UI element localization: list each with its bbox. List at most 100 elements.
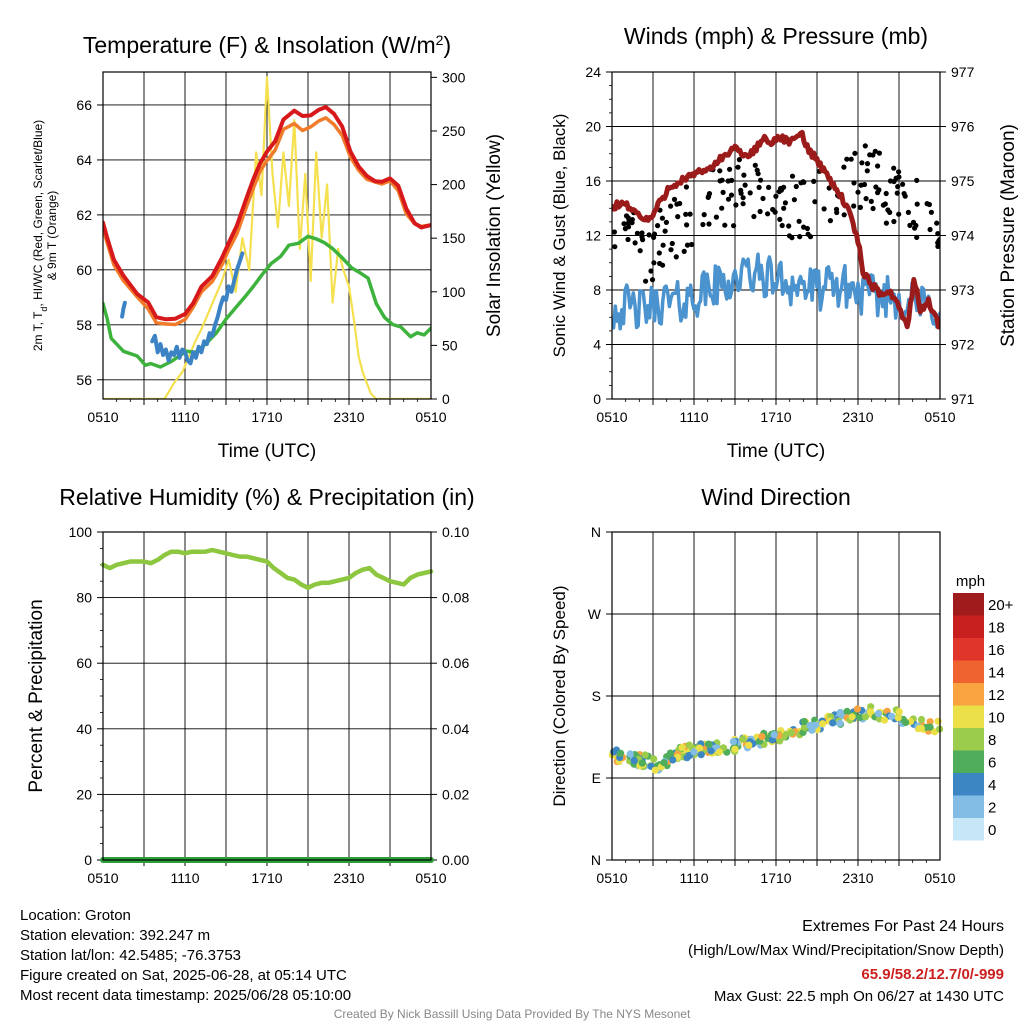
direction-point	[758, 733, 766, 741]
gust-point	[733, 202, 739, 208]
y2-tick-label: 150	[442, 230, 466, 246]
gust-point	[657, 260, 663, 267]
legend-swatch	[953, 728, 984, 751]
gust-point	[883, 220, 890, 226]
pressure-line	[612, 129, 940, 330]
direction-point	[856, 713, 864, 722]
gust-point	[863, 196, 869, 202]
gust-point	[729, 177, 735, 183]
series-line-green	[103, 234, 431, 369]
y-tick-label: E	[592, 770, 601, 786]
y-tick-label: 24	[585, 64, 601, 80]
y-tick-label: 16	[585, 173, 601, 189]
legend-swatch	[953, 750, 984, 773]
gust-point	[862, 143, 868, 149]
x-tick-label: 1110	[679, 409, 708, 425]
x-tick-label: 1110	[170, 870, 199, 886]
y2-tick-label: 971	[951, 391, 975, 407]
gust-point	[675, 214, 681, 220]
legend-label: 10	[988, 710, 1005, 727]
title-part: )	[443, 32, 451, 58]
y-tick-label: 20	[585, 119, 601, 135]
y2-tick-label: 975	[951, 173, 975, 189]
max-gust-text: Max Gust: 22.5 mph On 06/27 at 1430 UTC	[713, 988, 1004, 1005]
recent-data-text: Most recent data timestamp: 2025/06/28 0…	[20, 987, 352, 1004]
gust-point	[779, 222, 785, 229]
legend-unit: mph	[956, 573, 985, 590]
gust-point	[756, 184, 762, 190]
gust-point	[722, 222, 728, 228]
gust-point	[872, 148, 878, 154]
gust-point	[639, 230, 645, 236]
gust-point	[643, 278, 649, 284]
plot-border	[102, 531, 432, 861]
y-axis-label: Direction (Colored By Speed)	[550, 585, 569, 806]
x-tick-label: 1110	[679, 870, 708, 886]
y2-tick-label: 0.06	[442, 655, 469, 671]
gust-point	[934, 220, 940, 226]
gust-point	[928, 209, 935, 215]
direction-point	[729, 738, 738, 746]
gust-point	[660, 242, 666, 248]
gust-point	[891, 218, 897, 225]
direction-point	[731, 745, 739, 753]
gust-point	[876, 150, 883, 156]
gust-point	[747, 190, 753, 196]
y-axis-label: Sonic Wind & Gust (Blue, Black)	[550, 114, 569, 358]
direction-point	[880, 716, 889, 724]
y-tick-label: 20	[76, 786, 92, 802]
direction-point	[915, 724, 923, 733]
y-axis-label-line2: & 9m T (Orange)	[45, 191, 59, 281]
legend-label: 6	[988, 755, 996, 772]
x-tick-label: 0510	[596, 870, 627, 886]
y2-tick-label: 50	[442, 337, 458, 353]
gust-point	[851, 203, 857, 209]
x-axis-label: Time (UTC)	[727, 441, 826, 462]
legend-label: 12	[988, 687, 1005, 704]
gust-point	[914, 177, 920, 183]
x-tick-label: 0510	[415, 870, 446, 886]
gust-point	[781, 205, 787, 211]
legend-label: 20+	[988, 597, 1014, 614]
gust-point	[841, 212, 847, 218]
x-tick-label: 0510	[415, 409, 446, 425]
gust-point	[648, 268, 654, 274]
gust-point	[848, 156, 854, 162]
y2-tick-label: 0.08	[442, 590, 469, 606]
gust-point	[844, 156, 850, 162]
gust-point	[668, 247, 674, 253]
gust-point	[740, 201, 746, 207]
gust-point	[859, 160, 865, 166]
y2-tick-label: 0.00	[442, 852, 469, 868]
x-tick-label: 0510	[596, 409, 627, 425]
chart-title: Wind Direction	[701, 484, 851, 510]
gust-point	[773, 193, 779, 199]
gust-point	[852, 150, 858, 156]
gust-point	[719, 177, 725, 183]
temperature-series	[103, 76, 431, 399]
gust-point	[706, 221, 712, 227]
gust-point	[907, 222, 913, 228]
y2-tick-label: 300	[442, 69, 466, 85]
gust-point	[796, 218, 802, 224]
direction-point	[934, 717, 942, 725]
direction-point	[800, 723, 809, 732]
y-tick-label: 66	[76, 97, 92, 113]
y2-tick-label: 100	[442, 284, 466, 300]
direction-point	[610, 748, 618, 756]
x-tick-label: 1710	[251, 870, 282, 886]
gust-point	[821, 206, 827, 212]
direction-point	[895, 708, 903, 716]
gust-point	[776, 189, 782, 195]
y-tick-label: 58	[76, 317, 92, 333]
gust-point	[738, 190, 744, 196]
y-label-subscript: d	[39, 307, 49, 312]
legend-label: 16	[988, 642, 1005, 659]
gust-point	[689, 241, 695, 248]
gust-point	[612, 229, 617, 235]
direction-point	[861, 713, 870, 721]
direction-point	[669, 756, 677, 764]
x-tick-label: 1710	[760, 870, 791, 886]
legend-swatch	[953, 795, 984, 818]
gust-point	[875, 163, 881, 169]
